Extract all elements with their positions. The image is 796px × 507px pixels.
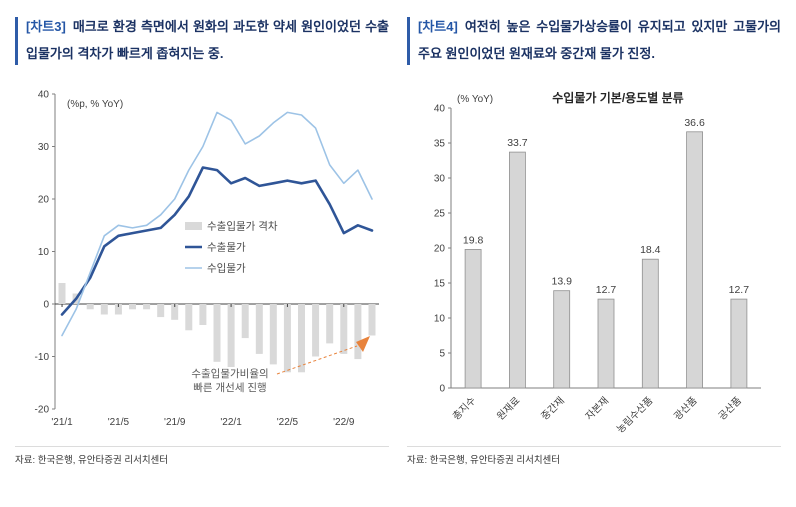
y-tick-label: 35 [434, 139, 446, 150]
chart3-canvas: -20 -10 0 10 20 30 40 '21/1 '21/5 '21/9 '22/1 '22/5… [35, 90, 379, 428]
x-tick-label: '21/5 [108, 417, 130, 428]
gap-bar [199, 304, 207, 325]
y-tick-label: 40 [434, 104, 446, 115]
chart3-panel: [차트3] 매크로 환경 측면에서 원화의 과도한 약세 원인이었던 수출입물가의… [15, 13, 389, 466]
gap-bar [213, 304, 221, 362]
gap-bar [86, 304, 94, 310]
bar-value-label: 33.7 [507, 137, 528, 149]
y-tick-label: 0 [439, 384, 445, 395]
category-bar [464, 248, 482, 389]
chart3-caption: [차트3] 매크로 환경 측면에서 원화의 과도한 약세 원인이었던 수출입물가의… [26, 14, 389, 67]
annotation-arrowhead [356, 336, 370, 352]
x-category-label: 원재료 [495, 395, 523, 423]
y-tick-label: -10 [35, 352, 50, 363]
gap-bar [283, 304, 291, 373]
gap-bar [157, 304, 165, 318]
x-tick-label: '21/9 [164, 417, 186, 428]
y-tick-label: 10 [434, 314, 446, 325]
chart3-figure: -20 -10 0 10 20 30 40 '21/1 '21/5 '21/9 '22/1 '22/5… [15, 78, 389, 444]
gap-bar [354, 304, 362, 360]
gap-bar [58, 283, 66, 304]
x-category-label: 광산품 [672, 395, 700, 423]
category-bar [686, 131, 704, 389]
x-tick-label: '22/1 [220, 417, 242, 428]
bar-value-label: 19.8 [463, 234, 484, 246]
gap-bar [368, 304, 376, 336]
legend-label: 수출물가 [207, 242, 246, 254]
y-axis-unit: (%p, % YoY) [67, 99, 123, 110]
y-tick-label: 0 [43, 300, 49, 311]
chart3-caption-text: 매크로 환경 측면에서 원화의 과도한 약세 원인이었던 수출입물가의 격차가 … [26, 19, 389, 61]
y-tick-label: 5 [439, 349, 445, 360]
gap-bar [129, 304, 136, 310]
x-tick-label: '22/9 [333, 417, 355, 428]
x-category-label: 총지수 [450, 395, 478, 423]
y-tick-label: 30 [434, 174, 446, 185]
bar-value-label: 12.7 [729, 284, 750, 296]
chart4-panel: [차트4] 여전히 높은 수입물가상승률이 유지되고 있지만 고물가의 주요 원인… [407, 13, 781, 466]
annotation-text: 빠른 개선세 진행 [193, 382, 266, 394]
y-tick-label: 10 [38, 247, 50, 258]
x-category-label: 공산품 [716, 395, 744, 423]
gap-bar [340, 304, 348, 354]
y-tick-label: 40 [38, 90, 50, 101]
gap-bar [255, 304, 263, 354]
annotation-text: 수출입물가비율의 [191, 367, 268, 380]
chart4-caption-text: 여전히 높은 수입물가상승률이 유지되고 있지만 고물가의 주요 원인이었던 원… [418, 19, 781, 61]
chart4-canvas: 0 5 10 15 20 25 30 35 40 19.8 총지수 33.7 원재료 13.9 중간재 12.… [434, 90, 761, 436]
chart-title: 수입물가 기본/용도별 분류 [552, 90, 683, 105]
gap-bar [171, 304, 179, 320]
chart4-caption: [차트4] 여전히 높은 수입물가상승률이 유지되고 있지만 고물가의 주요 원인… [418, 14, 781, 67]
y-tick-label: 20 [38, 195, 50, 206]
x-category-label: 자본재 [583, 395, 611, 423]
x-category-label: 농림수산품 [614, 395, 655, 436]
bar-value-label: 18.4 [640, 244, 661, 256]
chart4-figure: 0 5 10 15 20 25 30 35 40 19.8 총지수 33.7 원재료 13.9 중간재 12.… [407, 78, 781, 444]
chart3-source: 자료: 한국은행, 유안타증권 리서치센터 [15, 446, 389, 466]
bar-value-label: 13.9 [551, 276, 572, 288]
legend-label: 수입물가 [207, 262, 246, 275]
x-tick-label: '21/1 [51, 417, 73, 428]
gap-bar [185, 304, 193, 331]
gap-bar [227, 304, 235, 367]
gap-bar [114, 304, 122, 315]
chart4-tag: [차트4] [418, 19, 458, 34]
y-tick-label: 20 [434, 244, 446, 255]
y-tick-label: 30 [38, 142, 50, 153]
import-price-line [61, 111, 373, 337]
gap-bar [143, 304, 151, 310]
category-bar [730, 298, 748, 389]
header-accent-bar [407, 17, 410, 65]
y-axis-unit: (% YoY) [457, 94, 493, 105]
y-tick-label: -20 [35, 405, 50, 416]
legend-swatch [185, 222, 202, 230]
gap-bar [326, 304, 334, 344]
chart3-tag: [차트3] [26, 19, 66, 34]
x-tick-label: '22/5 [277, 417, 299, 428]
gap-bar [100, 304, 108, 315]
header-accent-bar [15, 17, 18, 65]
chart4-header: [차트4] 여전히 높은 수입물가상승률이 유지되고 있지만 고물가의 주요 원인… [407, 13, 781, 71]
bar-value-label: 12.7 [596, 284, 617, 296]
gap-bar [269, 304, 277, 365]
chart4-source: 자료: 한국은행, 유안타증권 리서치센터 [407, 446, 781, 466]
y-tick-label: 25 [434, 209, 446, 220]
bar-value-label: 36.6 [684, 117, 705, 129]
legend-label: 수출입물가 격차 [207, 220, 278, 233]
gap-bar [312, 304, 320, 357]
category-bar [641, 258, 659, 389]
gap-bar [241, 304, 249, 339]
category-bar [597, 298, 615, 389]
chart3-header: [차트3] 매크로 환경 측면에서 원화의 과도한 약세 원인이었던 수출입물가의… [15, 13, 389, 71]
category-bar [553, 290, 571, 389]
y-tick-label: 15 [434, 279, 446, 290]
research-note-page: [차트3] 매크로 환경 측면에서 원화의 과도한 약세 원인이었던 수출입물가의… [15, 13, 781, 466]
category-bar [509, 151, 526, 389]
gap-bar [298, 304, 305, 373]
x-category-label: 중간재 [539, 395, 567, 423]
export-price-line [60, 166, 374, 316]
